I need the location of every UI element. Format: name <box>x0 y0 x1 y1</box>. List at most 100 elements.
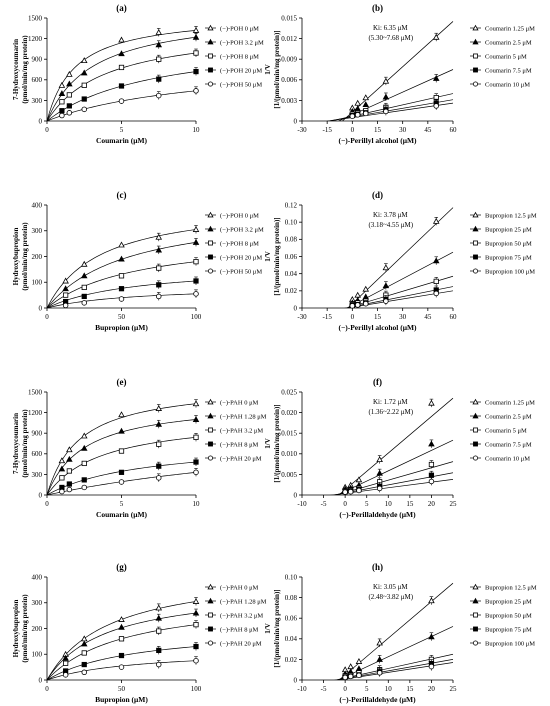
y-tick-label: 0 <box>294 117 298 125</box>
data-point <box>376 469 383 476</box>
data-series <box>62 289 199 309</box>
ki-range-annotation: (1.36~2.22 μM) <box>368 408 413 416</box>
legend-marker <box>472 38 479 45</box>
x-tick-label: 30 <box>399 126 407 134</box>
y-tick-label: 0.005 <box>281 471 297 479</box>
y-tick-label: 1500 <box>28 14 43 22</box>
legend-marker <box>472 583 479 590</box>
y-axis-label-line: 1/V <box>264 251 272 262</box>
fit-curve <box>47 624 197 680</box>
legend-marker <box>207 597 214 604</box>
data-point <box>433 103 439 109</box>
y-axis-label: 7-Hydroxycoumarin (pmol/min/mg protein) <box>12 409 29 478</box>
fit-curve <box>47 403 197 495</box>
data-point <box>66 110 73 116</box>
legend-entry: (−)-PAH 3.2 μM <box>220 427 263 434</box>
data-point <box>156 265 162 271</box>
legend-entry: Bupropion 100 μM <box>485 640 535 647</box>
data-point <box>363 300 369 307</box>
legend-marker <box>473 254 478 260</box>
y-axis-label-line: [1/(pmol/min/mg protein)] <box>273 589 281 667</box>
y-tick-label: 0.12 <box>285 201 298 209</box>
data-point <box>81 96 87 102</box>
data-point <box>355 658 363 664</box>
y-tick-label: 300 <box>32 97 43 105</box>
data-point <box>382 282 390 289</box>
data-series <box>349 74 440 114</box>
legend-marker <box>473 626 478 632</box>
panel-label: (a) <box>116 3 127 13</box>
panel-label: (c) <box>117 190 127 200</box>
legend-marker <box>472 412 479 419</box>
data-series <box>58 26 200 88</box>
data-point <box>192 226 200 232</box>
data-series <box>63 276 199 305</box>
legend-entry: Bupropion 75 μM <box>485 254 532 261</box>
legend-marker <box>208 441 213 447</box>
ki-annotation: Ki: 1.72 μM <box>373 398 408 406</box>
data-point <box>118 623 125 630</box>
y-axis-label-line: (pmol/min/mg protein) <box>21 222 29 291</box>
data-series <box>342 477 435 495</box>
y-tick-label: 100 <box>32 279 43 287</box>
data-point <box>59 475 65 481</box>
x-tick-label: 0 <box>45 685 49 693</box>
x-tick-label: 0 <box>343 685 347 693</box>
y-tick-label: 0.020 <box>281 409 297 417</box>
data-point <box>118 286 125 292</box>
data-point <box>155 246 163 253</box>
y-axis-label-line: Hydroxybupropion <box>12 600 20 658</box>
x-tick-label: 15 <box>406 500 414 508</box>
ki-annotation: Ki: 6.35 μM <box>373 24 408 32</box>
x-tick-label: -5 <box>321 500 327 508</box>
data-point <box>66 446 73 453</box>
data-point <box>349 303 356 309</box>
data-point <box>354 302 361 308</box>
data-series <box>62 656 199 678</box>
data-point <box>376 670 383 676</box>
legend-marker <box>473 427 478 433</box>
data-point <box>433 278 439 285</box>
y-axis-label-line: (pmol/min/mg protein) <box>21 35 29 104</box>
regression-line <box>341 21 454 121</box>
data-point <box>382 93 390 100</box>
data-point <box>342 489 348 495</box>
x-axis-label: Coumarin (μM) <box>96 510 148 519</box>
legend: Coumarin 1.25 μM Coumarin 2.5 μM Coumarin … <box>470 398 535 462</box>
panel-g: (g) 0 100 200 300 400 0 50 100 Bupropion (μM) Hydr… <box>12 562 267 704</box>
y-axis-label: 1/V [1/(pmol/min/mg protein)] <box>264 589 281 667</box>
y-tick-label: 0.08 <box>285 236 298 244</box>
legend-entry: (−)-POH 0 μM <box>220 212 259 219</box>
ki-range-annotation: (2.48~3.82 μM) <box>368 593 413 601</box>
x-tick-label: 15 <box>374 313 382 321</box>
data-series <box>59 433 199 481</box>
legend-entry: (−)-PAH 1.28 μM <box>220 598 267 605</box>
legend: (−)-POH 0 μM (−)-POH 3.2 μM (−)-POH 8 μM (−… <box>205 211 264 275</box>
legend-entry: (−)-PAH 3.2 μM <box>220 612 263 619</box>
fit-curve <box>47 660 197 680</box>
data-point <box>155 604 163 611</box>
data-point <box>156 628 162 634</box>
data-point <box>81 669 87 676</box>
y-axis-label-line: (pmol/min/mg protein) <box>21 409 29 478</box>
y-tick-label: 200 <box>32 625 43 633</box>
x-tick-label: 10 <box>193 126 201 134</box>
data-point <box>192 598 200 604</box>
data-point <box>428 597 435 604</box>
panel-b: (b) 0 0.003 0.006 0.009 0.012 0.015 -30 -15 0 15 30… <box>264 3 535 145</box>
data-point <box>362 293 370 300</box>
data-point <box>362 285 370 292</box>
y-tick-label: 0.04 <box>285 635 298 643</box>
legend-marker <box>472 81 479 87</box>
data-point <box>118 255 125 262</box>
data-point <box>118 664 125 670</box>
panel-label: (g) <box>116 562 127 572</box>
data-point <box>66 92 72 98</box>
data-point <box>58 90 66 97</box>
panel-f: (f) 0 0.005 0.010 0.015 0.020 0.025 -10 -5 0 5 10 15… <box>264 377 535 519</box>
y-tick-label: 0.06 <box>285 253 298 261</box>
legend-entry: (−)-POH 0 μM <box>220 25 259 32</box>
x-tick-label: -5 <box>321 685 327 693</box>
data-point <box>432 257 440 264</box>
data-point <box>81 284 87 291</box>
